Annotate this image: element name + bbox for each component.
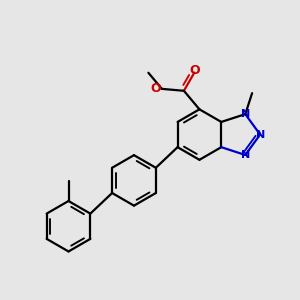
Text: N: N bbox=[241, 150, 250, 160]
Text: N: N bbox=[256, 130, 265, 140]
Text: N: N bbox=[241, 109, 250, 119]
Text: O: O bbox=[190, 64, 200, 77]
Text: O: O bbox=[150, 82, 161, 95]
